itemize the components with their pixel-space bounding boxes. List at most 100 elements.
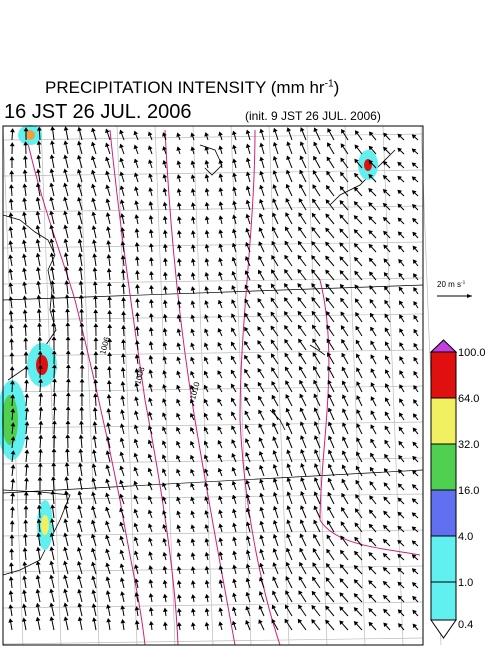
wind-head bbox=[37, 336, 43, 341]
wind-head bbox=[35, 560, 41, 566]
wind-head bbox=[93, 323, 99, 328]
wind-head bbox=[37, 350, 43, 355]
wind-head bbox=[286, 477, 292, 482]
wind-head bbox=[245, 563, 251, 569]
wind-head bbox=[203, 440, 209, 446]
wind-head bbox=[355, 493, 360, 499]
wind-head bbox=[190, 160, 196, 165]
wind-head bbox=[327, 449, 333, 455]
colorbar-cell bbox=[430, 351, 457, 399]
wind-head bbox=[297, 296, 302, 302]
wind-head bbox=[231, 480, 237, 486]
wind-head bbox=[382, 202, 388, 208]
wind-head bbox=[50, 308, 56, 313]
wind-head bbox=[79, 336, 85, 341]
wind-head bbox=[299, 407, 305, 413]
wind-head bbox=[23, 141, 29, 146]
wind-head bbox=[105, 128, 110, 134]
wind-head bbox=[52, 378, 57, 383]
wind-head bbox=[232, 186, 237, 191]
wind-head bbox=[339, 242, 344, 247]
wind-head bbox=[356, 381, 361, 386]
wind-head bbox=[176, 370, 181, 376]
wind-head bbox=[37, 476, 43, 481]
wind-head bbox=[78, 294, 84, 299]
wind-head bbox=[133, 158, 139, 164]
wind-head bbox=[411, 498, 417, 503]
wind-head bbox=[106, 240, 112, 245]
wind-head bbox=[77, 224, 83, 230]
wind-head bbox=[413, 273, 418, 278]
wind-head bbox=[245, 549, 251, 555]
isobar-label: 1010 bbox=[188, 380, 201, 400]
wind-head bbox=[313, 505, 318, 511]
wind-head bbox=[190, 524, 196, 529]
wind-head bbox=[162, 565, 168, 571]
wind-head bbox=[176, 258, 182, 263]
parallel bbox=[2, 421, 424, 429]
wind-head bbox=[120, 352, 126, 358]
wind-head bbox=[9, 184, 14, 189]
wind-head bbox=[120, 241, 126, 246]
wind-head bbox=[147, 495, 153, 501]
wind-head bbox=[370, 368, 375, 373]
wind-head bbox=[148, 606, 154, 612]
wind-head bbox=[286, 491, 292, 496]
wind-head bbox=[356, 423, 361, 428]
wind-head bbox=[10, 422, 16, 427]
wind-head bbox=[176, 580, 182, 585]
wind-head bbox=[204, 537, 210, 543]
title-sup: -1 bbox=[324, 78, 334, 90]
wind-head bbox=[411, 554, 417, 559]
wind-head bbox=[91, 463, 97, 468]
wind-head bbox=[163, 621, 168, 626]
wind-head bbox=[327, 520, 332, 525]
wind-head bbox=[245, 451, 250, 457]
wind-head bbox=[9, 142, 15, 147]
wind-head bbox=[412, 231, 417, 237]
wind-head bbox=[10, 478, 16, 483]
wind-head bbox=[312, 198, 317, 204]
wind-head bbox=[370, 438, 375, 444]
wind-head bbox=[384, 285, 389, 291]
wind-head bbox=[22, 547, 28, 552]
wind-head bbox=[285, 421, 291, 427]
wind-head bbox=[270, 311, 275, 317]
wind-head bbox=[23, 351, 29, 356]
wind-head bbox=[204, 159, 210, 165]
wind-head bbox=[340, 521, 345, 526]
wind-head bbox=[24, 435, 30, 440]
wind-head bbox=[77, 588, 82, 594]
wind-head bbox=[79, 364, 85, 369]
wind-head bbox=[51, 364, 57, 369]
wind-head bbox=[63, 504, 69, 509]
wind-head bbox=[299, 547, 304, 553]
wind-head bbox=[52, 420, 57, 425]
wind-head bbox=[134, 200, 139, 205]
wind-head bbox=[162, 313, 168, 319]
wind-head bbox=[325, 185, 331, 190]
wind-head bbox=[76, 560, 82, 566]
wind-head bbox=[147, 481, 153, 487]
wind-head bbox=[397, 539, 402, 545]
wind-head bbox=[162, 579, 168, 585]
colorbar-label: 1.0 bbox=[458, 577, 473, 589]
wind-head bbox=[176, 426, 181, 432]
wind-head bbox=[204, 173, 210, 179]
wind-head bbox=[161, 454, 167, 460]
wind-head bbox=[134, 396, 139, 401]
wind-head bbox=[399, 342, 404, 347]
wind-head bbox=[245, 507, 251, 513]
wind-head bbox=[271, 394, 276, 400]
wind-head bbox=[383, 244, 388, 250]
wind-head bbox=[162, 146, 167, 151]
wind-head bbox=[218, 579, 224, 584]
wind-head bbox=[354, 130, 360, 135]
wind-head bbox=[204, 257, 210, 263]
wind-head bbox=[49, 154, 55, 159]
parallel bbox=[2, 133, 424, 141]
wind-head bbox=[325, 283, 330, 289]
wind-head bbox=[204, 496, 209, 501]
wind-head bbox=[190, 188, 196, 193]
wind-head bbox=[382, 175, 388, 180]
